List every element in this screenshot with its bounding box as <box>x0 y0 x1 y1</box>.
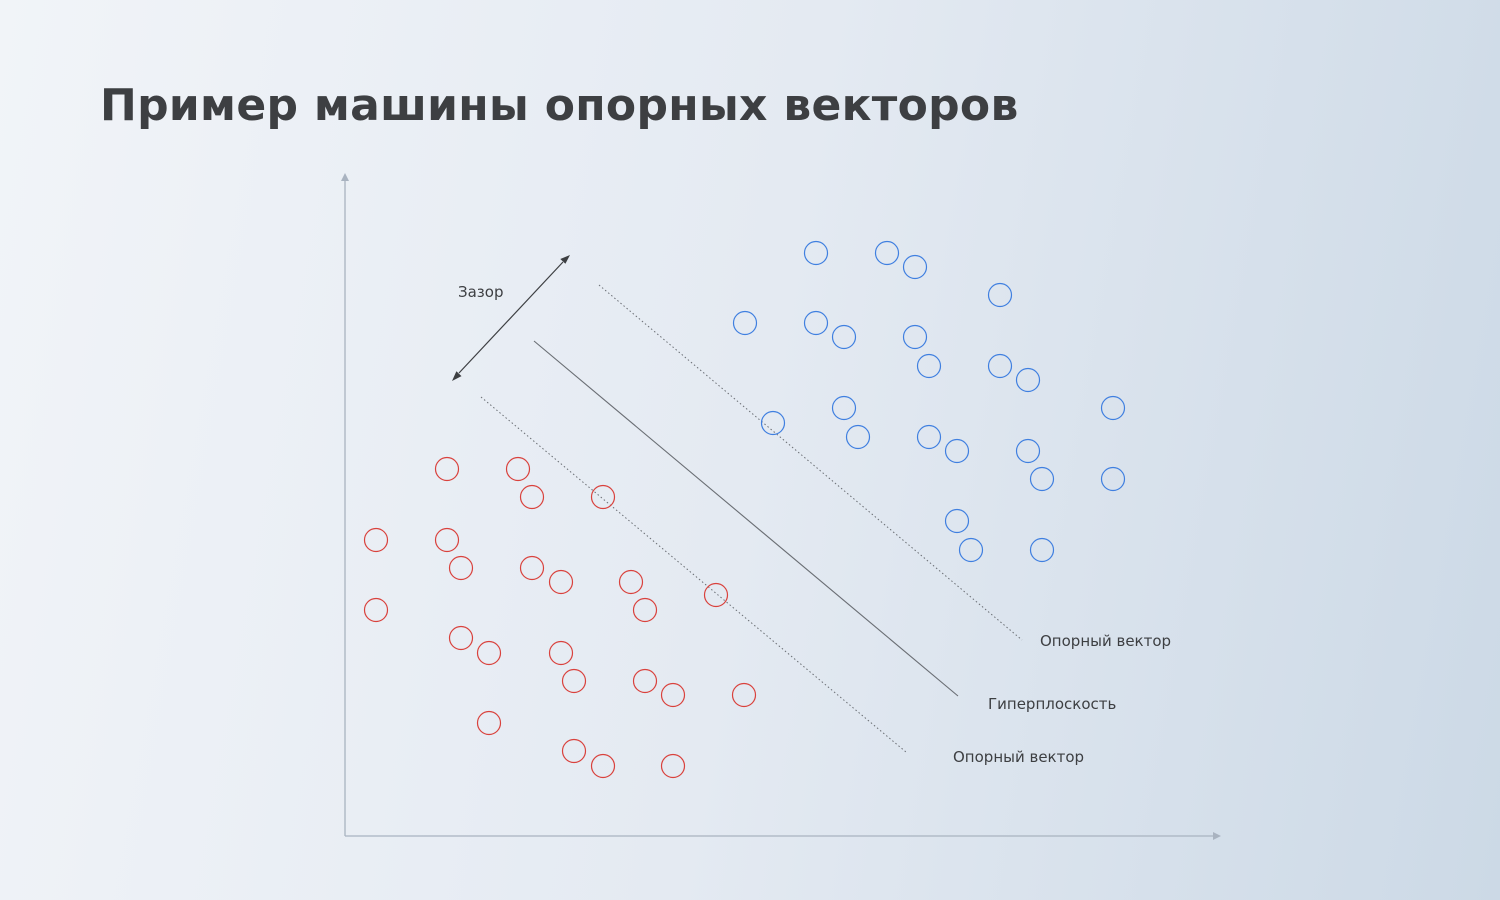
red-point <box>590 484 616 510</box>
blue-point <box>916 353 942 379</box>
blue-point <box>803 310 829 336</box>
red-point <box>703 582 729 608</box>
red-class-points <box>363 456 757 779</box>
red-point <box>731 682 757 708</box>
red-point <box>590 753 616 779</box>
blue-point <box>902 324 928 350</box>
blue-point <box>1029 466 1055 492</box>
arrowhead-up-icon <box>560 255 570 264</box>
page-title: Пример машины опорных векторов <box>100 80 1019 131</box>
red-point <box>618 569 644 595</box>
blue-class-points <box>732 240 1126 563</box>
blue-point <box>987 353 1013 379</box>
blue-point <box>944 438 970 464</box>
hyperplane-line <box>533 340 959 697</box>
y-axis-arrow-icon <box>341 173 349 181</box>
blue-point <box>1100 395 1126 421</box>
upper-support-line <box>598 284 1023 641</box>
red-point <box>561 738 587 764</box>
red-point <box>548 569 574 595</box>
red-point <box>476 640 502 666</box>
red-point <box>548 640 574 666</box>
lower-support-line <box>480 396 907 753</box>
blue-point <box>831 324 857 350</box>
red-point <box>660 753 686 779</box>
support-vector-label-lower: Опорный вектор <box>953 748 1084 766</box>
red-point <box>434 456 460 482</box>
blue-point <box>732 310 758 336</box>
blue-point <box>845 424 871 450</box>
red-point <box>363 527 389 553</box>
blue-point <box>1029 537 1055 563</box>
red-point <box>505 456 531 482</box>
red-point <box>363 597 389 623</box>
red-point <box>660 682 686 708</box>
blue-point <box>803 240 829 266</box>
blue-point <box>831 395 857 421</box>
red-point <box>434 527 460 553</box>
margin-label: Зазор <box>458 283 503 301</box>
blue-point <box>902 254 928 280</box>
red-point <box>476 710 502 736</box>
arrowhead-down-icon <box>452 371 462 381</box>
red-point <box>448 625 474 651</box>
blue-point <box>1015 367 1041 393</box>
x-axis-arrow-icon <box>1213 832 1221 840</box>
blue-point <box>944 508 970 534</box>
hyperplane-label: Гиперплоскость <box>988 695 1116 713</box>
blue-point <box>874 240 900 266</box>
axes <box>341 173 1221 840</box>
red-point <box>632 597 658 623</box>
margin-arrow <box>452 255 570 381</box>
blue-point <box>1015 438 1041 464</box>
red-point <box>561 668 587 694</box>
red-point <box>632 668 658 694</box>
blue-point <box>916 424 942 450</box>
blue-point <box>987 282 1013 308</box>
blue-point <box>1100 466 1126 492</box>
red-point <box>519 555 545 581</box>
blue-point <box>958 537 984 563</box>
red-point <box>519 484 545 510</box>
blue-point <box>760 410 786 436</box>
support-vector-label-upper: Опорный вектор <box>1040 632 1171 650</box>
red-point <box>448 555 474 581</box>
